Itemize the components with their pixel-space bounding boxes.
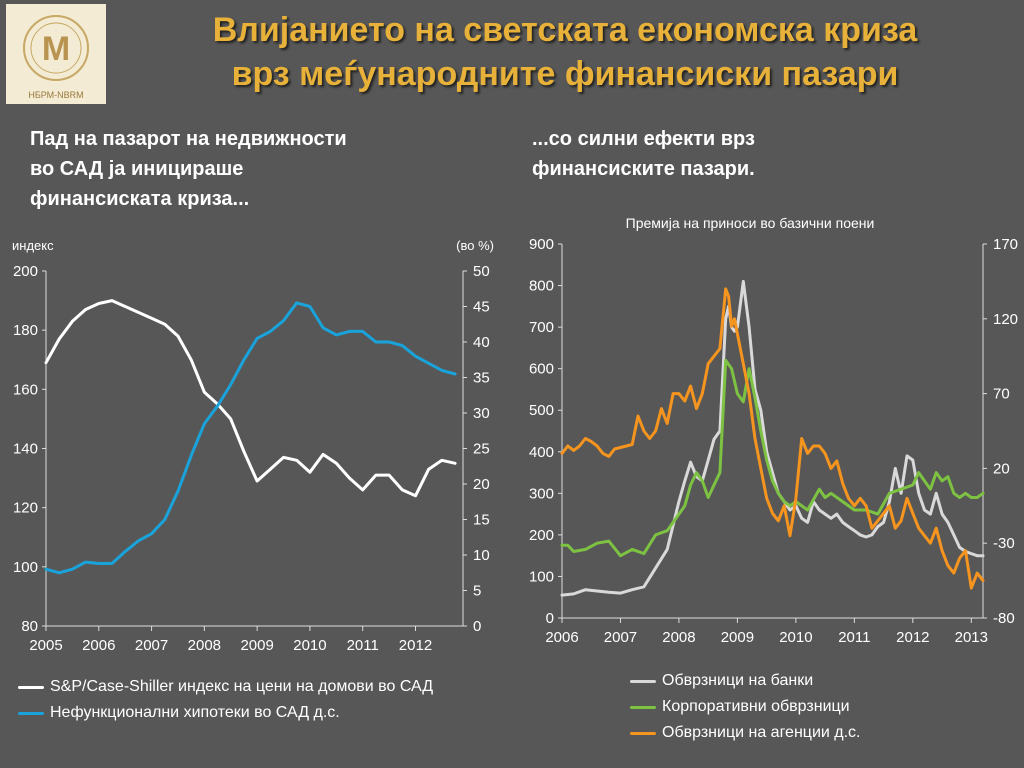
- legend-label: Нефункционални хипотеки во САД д.с.: [50, 704, 340, 721]
- logo-text: НБРМ-NBRM: [28, 90, 83, 100]
- legend-item: S&P/Case-Shiller индекс на цени на домов…: [18, 674, 433, 700]
- y-tick-label-right: 50: [473, 263, 490, 280]
- y-tick-label-left: 900: [529, 236, 554, 253]
- y-tick-label-right: 35: [473, 370, 490, 387]
- svg-text:M: M: [42, 30, 70, 68]
- x-tick-label: 2011: [347, 637, 379, 654]
- y-tick-label-right: 15: [473, 512, 490, 529]
- legend-swatch: [18, 711, 44, 715]
- y-tick-label-right: 170: [993, 236, 1018, 253]
- series-line-1-0: [44, 299, 457, 498]
- legend-item: Корпоративни обврзници: [630, 694, 861, 720]
- x-tick-label: 2012: [399, 637, 432, 654]
- x-tick-label: 2012: [896, 629, 929, 646]
- y-tick-label-right: -30: [993, 535, 1015, 552]
- y-tick-label-left: 800: [529, 278, 554, 295]
- left-legend: S&P/Case-Shiller индекс на цени на домов…: [18, 674, 433, 726]
- legend-item: Обврзници на банки: [630, 668, 861, 694]
- right-heading-line-1: ...со силни ефекти врз: [532, 128, 755, 150]
- legend-label: Обврзници на агенции д.с.: [662, 724, 861, 741]
- y-tick-label-right: 5: [473, 583, 481, 600]
- right-heading: ...со силни ефекти врз финансиските паза…: [532, 124, 952, 184]
- right-legend: Обврзници на банки Корпоративни обврзници…: [630, 668, 861, 746]
- x-tick-label: 2009: [721, 629, 754, 646]
- left-heading-line-2: во САД ја иницираше: [30, 158, 244, 180]
- x-tick-label: 2005: [29, 637, 62, 654]
- x-tick-label: 2008: [662, 629, 695, 646]
- left-heading-line-1: Пад на пазарот на недвижности: [30, 128, 347, 150]
- legend-swatch: [18, 685, 44, 689]
- left-chart-ylabel-left: индекс: [12, 238, 54, 253]
- x-tick-label: 2007: [604, 629, 637, 646]
- y-tick-label-left: 200: [529, 527, 554, 544]
- title-line-2: врз меѓународните финансиски пазари: [231, 55, 899, 93]
- series-line-2-1: [560, 358, 985, 558]
- y-tick-label-left: 200: [13, 263, 38, 280]
- legend-swatch: [630, 679, 656, 683]
- y-tick-label-left: 700: [529, 319, 554, 336]
- series-line-1-1: [44, 301, 457, 575]
- series-line-2-0: [560, 279, 985, 597]
- y-tick-label-left: 140: [13, 441, 38, 458]
- slide-title: Влијанието на светската економска криза …: [120, 8, 1010, 96]
- y-tick-label-left: 100: [529, 568, 554, 585]
- y-tick-label-left: 100: [13, 559, 38, 576]
- y-tick-label-right: 0: [473, 618, 481, 635]
- legend-label: Обврзници на банки: [662, 672, 814, 689]
- nbrm-logo: M НБРМ-NBRM: [6, 4, 106, 104]
- y-tick-label-left: 500: [529, 402, 554, 419]
- legend-label: S&P/Case-Shiller индекс на цени на домов…: [50, 678, 434, 695]
- left-heading: Пад на пазарот на недвижности во САД ја …: [30, 124, 470, 214]
- y-tick-label-right: -80: [993, 610, 1015, 627]
- y-tick-label-left: 160: [13, 381, 38, 398]
- y-tick-label-left: 120: [13, 500, 38, 517]
- y-tick-label-left: 400: [529, 444, 554, 461]
- y-tick-label-right: 30: [473, 405, 490, 422]
- x-tick-label: 2007: [135, 637, 168, 654]
- x-tick-label: 2009: [240, 637, 273, 654]
- x-tick-label: 2013: [955, 629, 988, 646]
- x-tick-label: 2011: [838, 629, 870, 646]
- legend-item: Нефункционални хипотеки во САД д.с.: [18, 700, 433, 726]
- housing-chart: 80 100 120 140 160 180 200 0 5 10 15 20 25 30 35 40 45 50…: [13, 263, 490, 654]
- y-tick-label-left: 600: [529, 361, 554, 378]
- title-line-1: Влијанието на светската економска криза: [212, 11, 918, 49]
- y-tick-label-left: 0: [546, 610, 554, 627]
- legend-label: Корпоративни обврзници: [662, 698, 850, 715]
- left-heading-line-3: финансиската криза...: [30, 188, 250, 210]
- x-tick-label: 2010: [293, 637, 326, 654]
- x-tick-label: 2008: [188, 637, 221, 654]
- legend-swatch: [630, 705, 656, 709]
- y-tick-label-right: 10: [473, 547, 490, 564]
- series-line-2-2: [560, 287, 985, 590]
- spread-chart: 0 100 200 300 400 500 600 700 800 900 -80 -30 20 70 12…: [529, 236, 1018, 646]
- y-tick-label-left: 180: [13, 322, 38, 339]
- y-tick-label-right: 20: [473, 476, 490, 493]
- right-chart-title: Премија на приноси во базични поени: [626, 215, 875, 231]
- y-tick-label-right: 70: [993, 386, 1010, 403]
- x-tick-label: 2010: [779, 629, 812, 646]
- y-tick-label-right: 120: [993, 311, 1018, 328]
- y-tick-label-left: 300: [529, 485, 554, 502]
- legend-swatch: [630, 731, 656, 735]
- x-tick-label: 2006: [82, 637, 115, 654]
- y-tick-label-right: 20: [993, 460, 1010, 477]
- y-tick-label-right: 40: [473, 334, 490, 351]
- y-tick-label-left: 80: [21, 618, 38, 635]
- right-heading-line-2: финансиските пазари.: [532, 158, 755, 180]
- left-chart-ylabel-right: (во %): [456, 238, 494, 253]
- y-tick-label-right: 45: [473, 299, 490, 316]
- x-tick-label: 2006: [545, 629, 578, 646]
- legend-item: Обврзници на агенции д.с.: [630, 720, 861, 746]
- y-tick-label-right: 25: [473, 441, 490, 458]
